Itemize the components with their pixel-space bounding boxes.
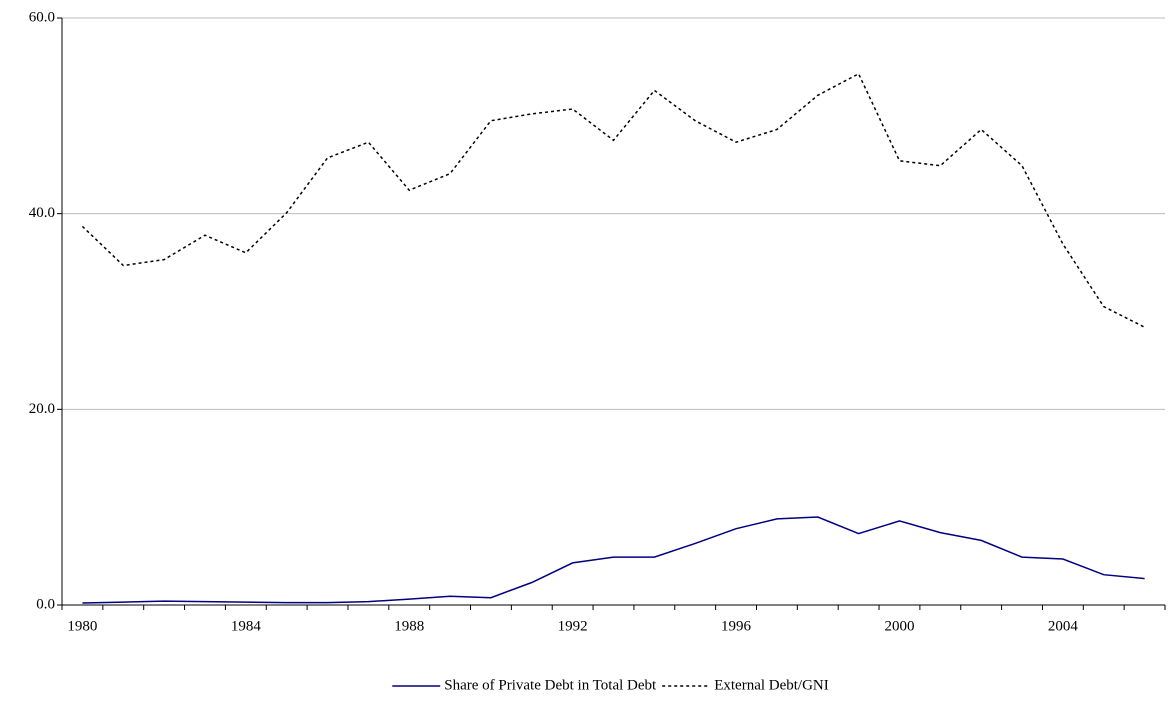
x-tick-label: 1996 — [721, 618, 752, 634]
x-tick-label: 1988 — [394, 618, 424, 634]
x-tick-label: 2000 — [884, 618, 914, 634]
series-line — [82, 516, 1145, 604]
legend-label: Share of Private Debt in Total Debt — [444, 677, 657, 693]
y-tick-label: 0.0 — [36, 596, 55, 612]
series-line — [81, 72, 1145, 328]
x-tick-label: 2004 — [1048, 618, 1079, 634]
legend: Share of Private Debt in Total Debt Exter… — [392, 677, 829, 693]
x-tick-label: 1984 — [231, 618, 262, 634]
y-tick-label: 20.0 — [29, 401, 55, 417]
y-tick-label: 60.0 — [29, 9, 55, 25]
legend-label: External Debt/GNI — [714, 677, 829, 693]
x-tick-label: 1992 — [558, 618, 588, 634]
x-tick-label: 1980 — [67, 618, 97, 634]
y-tick-label: 40.0 — [29, 205, 55, 221]
